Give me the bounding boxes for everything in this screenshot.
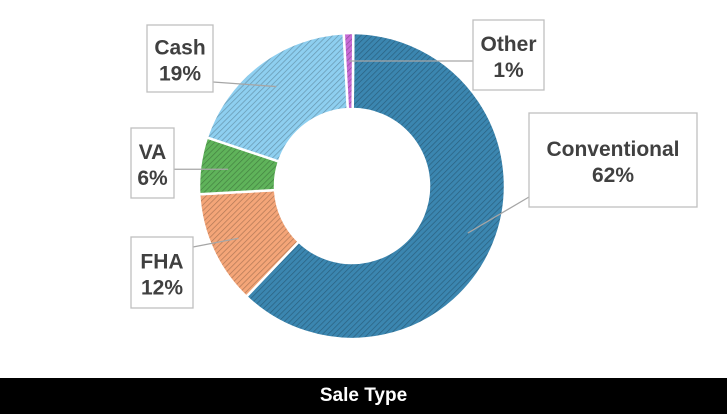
data-label-category-other: Other (480, 33, 536, 56)
doughnut-chart: Conventional 62% FHA 12% VA 6% Cash 19% Other 1% (130, 19, 698, 341)
data-label-category-fha: FHA (140, 251, 183, 274)
data-label-value-va: 6% (137, 167, 168, 190)
chart-area: Conventional 62% FHA 12% VA 6% Cash 19% Other 1% (130, 19, 698, 341)
caption-title: Sale Type (319, 385, 408, 406)
callout-box-fha (130, 236, 194, 309)
data-label-category-cash: Cash (154, 37, 205, 60)
data-label-value-other: 1% (493, 59, 524, 82)
data-label-category-conventional: Conventional (546, 138, 679, 161)
callout-box-other (472, 19, 545, 91)
leader-line-fha (192, 237, 239, 248)
leader-line-cash (212, 81, 277, 88)
slice-other (342, 31, 355, 111)
leader-lines (174, 60, 530, 248)
data-label-value-conventional: 62% (592, 164, 634, 187)
data-label-category-va: VA (139, 141, 167, 164)
callout-box-conventional (528, 112, 698, 208)
caption-bar: Sale Type (0, 378, 727, 414)
leader-line-conventional (467, 196, 530, 234)
slices-layer (197, 31, 507, 341)
data-labels: Conventional 62% FHA 12% VA 6% Cash 19% Other 1% (130, 19, 698, 309)
callout-box-va (130, 127, 175, 199)
data-label-value-fha: 12% (141, 277, 183, 300)
data-label-value-cash: 19% (159, 63, 201, 86)
callout-box-cash (146, 24, 214, 93)
slice-conventional (244, 31, 507, 341)
slice-cash (205, 31, 350, 164)
